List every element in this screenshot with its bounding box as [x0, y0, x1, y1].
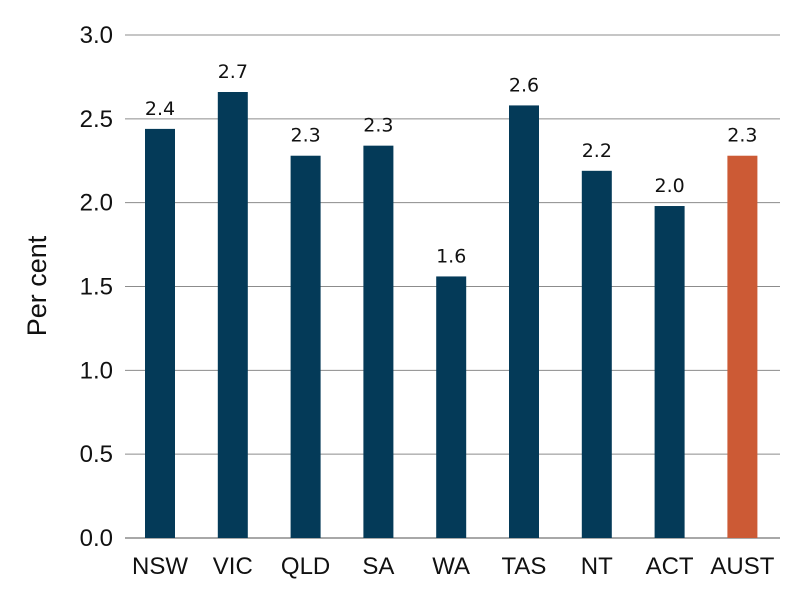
y-tick-label: 1.0 [80, 357, 113, 384]
y-tick-label: 0.5 [80, 441, 113, 468]
x-tick-label-sa: SA [362, 553, 394, 580]
bar-nsw [145, 128, 175, 539]
bar-vic [217, 92, 248, 539]
y-axis-ticks: 0.0 0.5 1.0 1.5 2.0 2.5 3.0 [80, 22, 113, 552]
y-tick-label: 3.0 [80, 22, 113, 49]
bar-tas [509, 105, 539, 539]
bar-nt [581, 170, 612, 538]
x-tick-label-act: ACT [646, 553, 694, 580]
y-tick-label: 1.5 [80, 274, 113, 301]
x-tick-label-qld: QLD [281, 553, 330, 580]
x-tick-label-wa: WA [432, 553, 470, 580]
bars [145, 92, 758, 539]
bar-aust [727, 155, 758, 538]
data-labels: 2.4 2.7 2.3 2.3 1.6 2.6 2.2 2.0 2.3 [145, 61, 758, 267]
y-tick-label: 2.5 [80, 106, 113, 133]
data-label-sa: 2.3 [363, 115, 393, 137]
data-label-nt: 2.2 [582, 140, 612, 162]
data-label-aust: 2.3 [727, 125, 757, 147]
data-label-vic: 2.7 [218, 61, 248, 83]
x-tick-label-nt: NT [581, 553, 613, 580]
bar-qld [290, 155, 321, 538]
data-label-wa: 1.6 [436, 245, 466, 267]
x-tick-label-aust: AUST [710, 553, 774, 580]
x-tick-label-vic: VIC [213, 553, 253, 580]
bar-act [654, 206, 685, 538]
bar-wa [436, 276, 467, 538]
y-axis-title: Per cent [22, 235, 52, 336]
x-axis-ticks: NSW VIC QLD SA WA TAS NT ACT AUST [132, 553, 775, 580]
data-label-qld: 2.3 [290, 125, 320, 147]
data-label-act: 2.0 [654, 175, 684, 197]
y-tick-label: 2.0 [80, 190, 113, 217]
x-tick-label-tas: TAS [502, 553, 547, 580]
data-label-nsw: 2.4 [145, 98, 175, 120]
data-label-tas: 2.6 [509, 74, 539, 96]
y-tick-label: 0.0 [80, 525, 113, 552]
x-tick-label-nsw: NSW [132, 553, 188, 580]
bar-sa [363, 145, 394, 538]
